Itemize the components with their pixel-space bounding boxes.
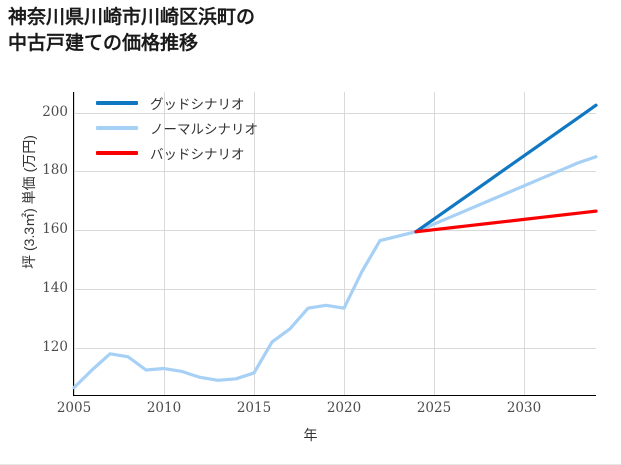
plot-area [72,92,598,395]
y-tick-label: 180 [42,162,68,179]
y-tick-label: 200 [42,103,68,120]
legend-item[interactable]: バッドシナリオ [96,140,296,165]
legend-item-label: グッドシナリオ [150,96,245,112]
gridline-x-2005 [74,92,75,395]
legend-color-swatch [96,100,138,105]
x-axis-title: 年 [303,427,318,443]
y-axis-ticks: 120 140 160 180 200 [22,92,68,395]
x-tick-label: 2015 [236,400,272,416]
gridline-y-140 [74,289,596,290]
x-axis-ticks: 2005 2010 2015 2020 2025 2030 [57,400,596,422]
x-tick-label: 2020 [326,400,362,416]
legend-color-swatch [96,125,138,130]
series-line [72,155,598,390]
gridline-x-2010 [164,92,165,395]
x-tick-label: 2010 [146,400,182,416]
legend-item-label: バッドシナリオ [150,146,245,162]
x-tick-label: 2030 [506,400,542,416]
series-line [414,103,598,234]
legend-item[interactable]: グッドシナリオ [96,90,296,115]
y-axis-title: 坪 (3.3㎡) 単価 (万円) [21,135,37,269]
series-lines [72,103,598,390]
x-axis-spine [73,394,596,396]
x-tick-label: 2005 [56,400,92,416]
gridline-x-2025 [434,92,435,395]
gridline-y-160 [74,230,596,231]
x-tick-label: 2025 [416,400,452,416]
gridline-x-2030 [524,92,525,395]
page-title: 神奈川県川崎市川崎区浜町の 中古戸建ての価格推移 [8,7,256,54]
y-tick-label: 160 [42,221,68,238]
gridline-y-180 [74,171,596,172]
gridline-y-200 [74,113,596,114]
plot-background [74,92,596,395]
legend-item-label: ノーマルシナリオ [150,121,258,137]
gridline-x-2020 [344,92,345,395]
gridline-y-120 [74,348,596,349]
legend-item[interactable]: ノーマルシナリオ [96,115,296,140]
series-line [414,209,598,234]
legend-color-swatch [96,150,138,155]
y-tick-label: 120 [42,338,68,355]
y-tick-label: 140 [42,280,68,297]
chart-legend: グッドシナリオ ノーマルシナリオ バッドシナリオ [96,90,296,165]
gridline-x-2015 [254,92,255,395]
